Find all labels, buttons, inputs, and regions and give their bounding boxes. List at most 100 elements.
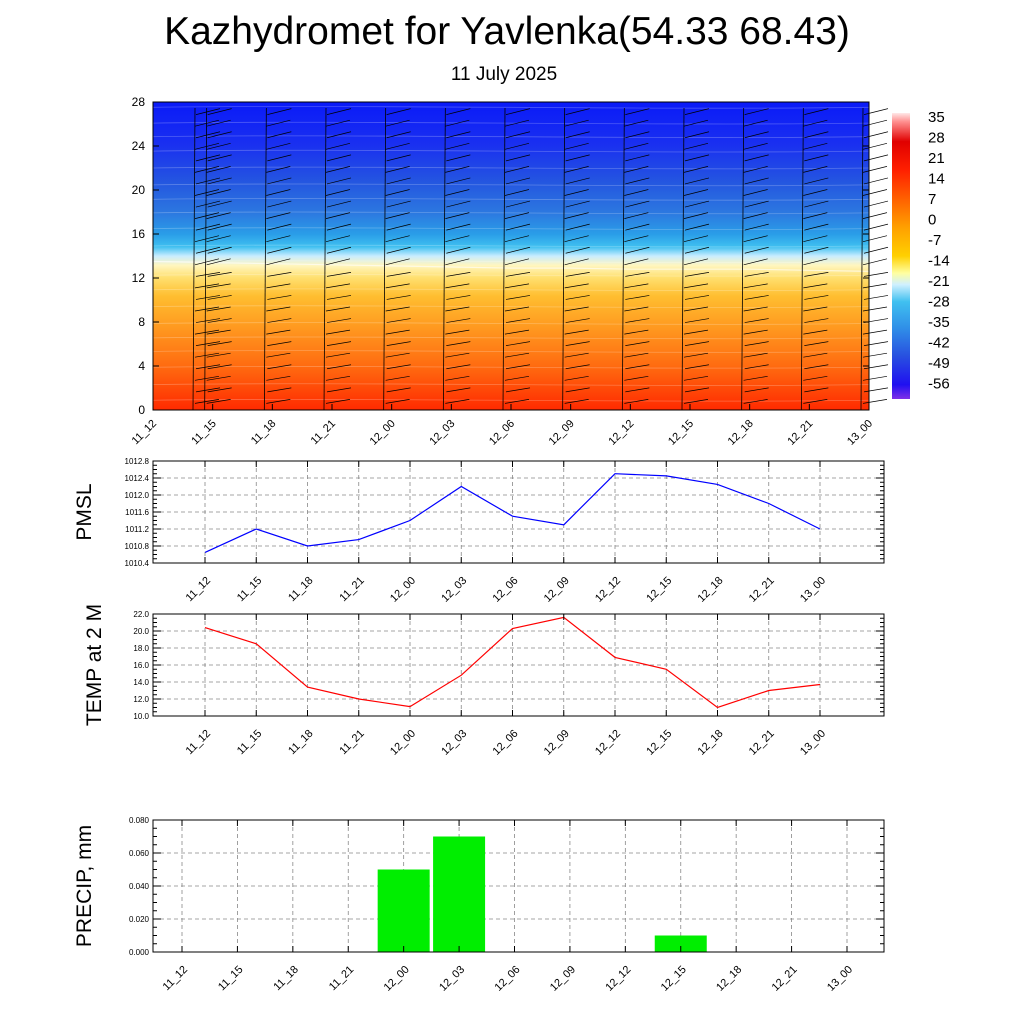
wind-barb <box>207 341 232 346</box>
x-tick-label: 11_21 <box>337 728 367 758</box>
wind-barb <box>803 189 828 196</box>
wind-barb <box>564 119 589 127</box>
wind-barb <box>325 329 351 335</box>
x-tick-label: 12_09 <box>542 728 572 758</box>
wind-barb <box>565 272 590 277</box>
wind-barb <box>385 235 410 243</box>
wind-barb <box>863 200 889 208</box>
x-tick-label: 11_18 <box>286 575 316 605</box>
wind-barb <box>446 341 471 346</box>
wind-barb <box>267 272 292 277</box>
x-tick-label: 11_21 <box>337 575 367 605</box>
heatmap-y-tick-label: 28 <box>132 95 146 109</box>
wind-barb <box>625 341 650 346</box>
contour-line <box>152 366 870 369</box>
x-tick-label: 13_00 <box>798 575 828 605</box>
wind-barb <box>804 341 829 346</box>
wind-barb <box>803 306 828 312</box>
wind-barb <box>505 177 531 185</box>
y-axis-label: PMSL <box>73 483 96 540</box>
wind-barb <box>862 235 888 243</box>
y-tick-label: 12.0 <box>133 695 149 704</box>
wind-barb <box>206 142 231 150</box>
wind-barb <box>625 318 650 323</box>
wind-barb <box>564 258 589 266</box>
colorbar-label: 28 <box>928 130 945 147</box>
wind-barb <box>386 387 411 393</box>
wind-barb <box>206 189 231 196</box>
wind-barb <box>505 108 531 115</box>
wind-barb <box>683 258 709 266</box>
wind-barb <box>744 272 769 277</box>
wind-barb <box>803 166 828 173</box>
colorbar-label: -28 <box>928 294 950 311</box>
wind-barb <box>266 258 291 266</box>
x-tick-label: 12_12 <box>593 575 623 605</box>
wind-barb <box>445 212 470 219</box>
heatmap-y-tick-label: 8 <box>138 315 145 329</box>
wind-barb <box>386 131 411 139</box>
wind-barb <box>194 119 220 127</box>
wind-barb <box>194 352 220 358</box>
wind-barb <box>804 200 829 208</box>
wind-barb <box>386 295 411 300</box>
wind-barb <box>565 364 590 370</box>
wind-barb <box>207 295 232 300</box>
x-tick-label: 12_21 <box>770 964 800 994</box>
wind-barb <box>564 235 589 243</box>
wind-barb <box>684 246 710 254</box>
wind-barb <box>446 295 471 300</box>
x-tick-label: 11_12 <box>184 728 214 758</box>
wind-barb <box>325 352 351 358</box>
wind-barb <box>564 166 589 173</box>
colorbar-label: 7 <box>928 191 936 208</box>
contour-line <box>152 121 870 125</box>
wind-barb <box>565 200 590 208</box>
x-tick-label: 12_06 <box>491 728 521 758</box>
wind-barb <box>684 177 710 185</box>
wind-barb <box>804 387 829 393</box>
wind-barb <box>862 399 888 404</box>
wind-barb <box>267 200 292 208</box>
wind-barb <box>207 200 232 208</box>
wind-barb <box>207 131 232 139</box>
wind-barb-staff <box>800 107 804 411</box>
wind-barb <box>505 131 531 139</box>
wind-barb <box>195 108 221 115</box>
heatmap-x-tick-label: 12_06 <box>487 418 517 448</box>
wind-barb <box>386 272 411 277</box>
heatmap-x-tick-label: 11_21 <box>309 418 339 448</box>
wind-barb <box>267 131 292 139</box>
wind-barb <box>446 364 471 370</box>
wind-barb <box>386 154 411 162</box>
wind-barb <box>504 329 530 335</box>
wind-barb <box>625 387 650 393</box>
wind-barb <box>625 177 650 185</box>
wind-barb <box>624 235 649 243</box>
colorbar-label: 14 <box>928 171 945 188</box>
wind-barb <box>863 387 889 393</box>
wind-barb <box>504 142 530 150</box>
wind-barb <box>504 166 530 173</box>
wind-barb <box>446 223 471 231</box>
wind-barb <box>564 352 589 358</box>
wind-barb <box>326 318 352 323</box>
wind-barb <box>564 212 589 219</box>
contour-line <box>152 211 870 215</box>
line-panel-pmsl: 1010.4 1010.8 1011.2 1011.6 1012.0 1012.4 1012… <box>73 457 885 605</box>
wind-barb <box>624 399 649 404</box>
wind-barb <box>326 177 352 185</box>
wind-barb <box>505 341 531 346</box>
wind-barb <box>565 387 590 393</box>
wind-barb <box>206 235 231 243</box>
wind-barb <box>325 119 351 127</box>
wind-barb <box>743 212 768 219</box>
wind-barb <box>504 258 530 266</box>
wind-barb <box>195 341 221 346</box>
x-tick-label: 11_15 <box>216 964 246 994</box>
wind-barb-staff <box>681 107 685 411</box>
wind-barb <box>624 212 649 219</box>
wind-barb <box>505 246 531 254</box>
wind-barb <box>206 329 231 335</box>
bar-panel-precip-mm: 0.000 0.020 0.040 0.060 0.080 11_12 11_15 11_18… <box>73 816 885 994</box>
